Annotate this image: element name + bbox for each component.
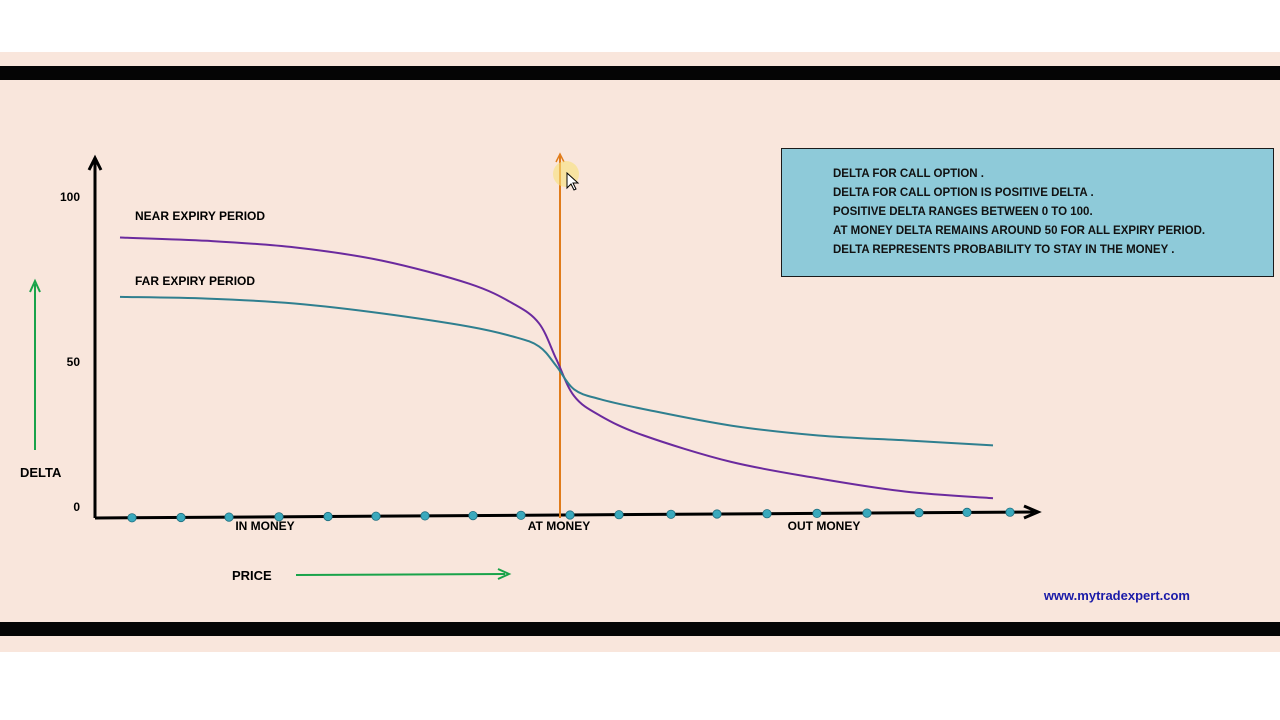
axis-marker — [666, 509, 676, 519]
axis-marker — [762, 509, 772, 519]
marker-layer — [127, 507, 1015, 523]
series-layer — [119, 236, 994, 500]
y-tick-label-50: 50 — [67, 355, 81, 369]
axis-marker — [914, 508, 924, 518]
mouse-cursor-icon — [566, 171, 580, 191]
info-line-4: AT MONEY DELTA REMAINS AROUND 50 FOR ALL… — [833, 225, 1206, 237]
y-axis-label: DELTA — [20, 465, 62, 480]
axis-marker — [862, 508, 872, 518]
info-line-3: POSITIVE DELTA RANGES BETWEEN 0 TO 100. — [833, 206, 1093, 218]
axis-marker — [812, 508, 822, 518]
axis-marker — [323, 511, 333, 522]
axis-marker — [1005, 507, 1015, 517]
y-tick-label-0: 0 — [73, 500, 80, 514]
x-axis-arrowhead — [1023, 504, 1042, 520]
axis-marker — [127, 513, 137, 523]
info-line-1: DELTA FOR CALL OPTION . — [833, 168, 984, 180]
series-label-far-expiry: FAR EXPIRY PERIOD — [135, 274, 255, 288]
series-line-far-expiry — [119, 295, 994, 447]
x-region-label-at-money: AT MONEY — [528, 519, 590, 533]
axis-marker — [614, 510, 624, 520]
bottom-frame-bar — [0, 622, 1280, 636]
axis-marker — [565, 510, 575, 520]
price-right-arrow — [295, 573, 506, 576]
series-label-near-expiry: NEAR EXPIRY PERIOD — [135, 209, 265, 223]
slide: 100 50 0 DELTA IN MONEY AT MONEY OUT MON… — [0, 52, 1280, 652]
info-box: DELTA FOR CALL OPTION . DELTA FOR CALL O… — [781, 148, 1274, 277]
at-money-line-arrowhead — [555, 152, 565, 163]
y-axis-arrowhead — [87, 154, 103, 171]
axis-marker — [468, 510, 478, 521]
axis-marker — [516, 510, 526, 520]
axis-marker — [224, 512, 234, 522]
price-right-arrowhead — [497, 568, 512, 580]
delta-chart: 100 50 0 DELTA IN MONEY AT MONEY OUT MON… — [0, 52, 1280, 652]
axis-marker — [274, 512, 284, 522]
info-line-2: DELTA FOR CALL OPTION IS POSITIVE DELTA … — [833, 187, 1094, 199]
axis-marker — [420, 511, 430, 521]
axis-marker — [371, 511, 381, 521]
x-region-label-in-money: IN MONEY — [235, 519, 294, 533]
chart-background — [0, 52, 1280, 652]
info-line-5: DELTA REPRESENTS PROBABILITY TO STAY IN … — [833, 244, 1175, 256]
y-tick-label-100: 100 — [60, 190, 80, 204]
top-frame-bar — [0, 66, 1280, 80]
website-link[interactable]: www.mytradexpert.com — [1043, 588, 1190, 603]
x-axis — [94, 510, 1035, 520]
delta-up-arrowhead — [29, 278, 41, 293]
x-region-label-out-money: OUT MONEY — [788, 519, 861, 533]
axis-marker — [176, 512, 186, 523]
x-axis-label: PRICE — [232, 568, 272, 583]
series-line-near-expiry — [119, 236, 994, 500]
axis-marker — [712, 509, 722, 519]
axis-marker — [962, 507, 972, 517]
